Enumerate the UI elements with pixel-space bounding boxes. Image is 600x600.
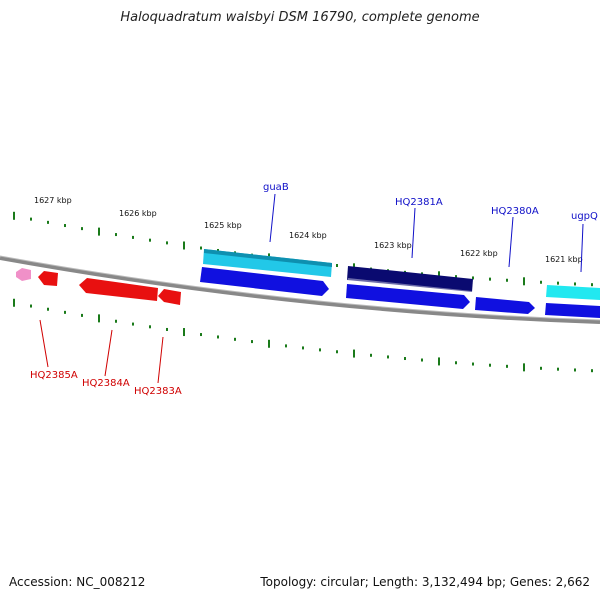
upper-ring-minor-tick xyxy=(557,281,559,285)
label-ugpQ[interactable]: ugpQ xyxy=(571,211,598,222)
kbp-label-1627: 1627 kbp xyxy=(34,196,72,205)
upper-ring-minor-tick xyxy=(455,275,457,279)
lower-ring-major-tick xyxy=(438,357,440,366)
lower-ring-minor-tick xyxy=(540,366,542,370)
lower-ring-minor-tick xyxy=(557,367,559,371)
upper-ring-minor-tick xyxy=(149,238,151,242)
lower-ring-major-tick xyxy=(523,363,525,372)
lower-ring-major-tick xyxy=(13,298,15,307)
leader-HQ2385A xyxy=(39,319,49,368)
leader-HQ2380A xyxy=(508,216,514,268)
upper-ring-minor-tick xyxy=(591,283,593,287)
genome-backbone xyxy=(0,256,600,324)
lower-ring-minor-tick xyxy=(234,337,236,341)
lower-ring-minor-tick xyxy=(285,344,287,348)
gene-ugpQ[interactable] xyxy=(546,285,600,300)
lower-ring-major-tick xyxy=(353,349,355,358)
cds-arrow-guaB[interactable] xyxy=(200,267,329,296)
upper-ring-minor-tick xyxy=(506,278,508,282)
lower-ring-minor-tick xyxy=(370,353,372,357)
lower-ring-minor-tick xyxy=(132,322,134,326)
cds-arrow-HQ2380A[interactable] xyxy=(475,297,535,314)
lower-ring-minor-tick xyxy=(489,363,491,367)
lower-ring-minor-tick xyxy=(574,368,576,372)
kbp-label-1623: 1623 kbp xyxy=(374,241,412,250)
upper-ring-minor-tick xyxy=(472,276,474,280)
upper-ring-major-tick xyxy=(13,211,15,220)
label-HQ2384A[interactable]: HQ2384A xyxy=(82,378,130,389)
lower-ring-minor-tick xyxy=(217,335,219,339)
upper-ring-minor-tick xyxy=(64,224,66,228)
lower-ring-minor-tick xyxy=(472,362,474,366)
kbp-label-1622: 1622 kbp xyxy=(460,249,498,258)
lower-ring-minor-tick xyxy=(387,355,389,359)
gene-HQ2381A[interactable] xyxy=(347,266,473,293)
lower-ring-minor-tick xyxy=(455,361,457,365)
lower-ring-minor-tick xyxy=(81,313,83,317)
lower-ring-minor-tick xyxy=(115,319,117,323)
upper-ring-major-tick xyxy=(523,277,525,286)
topology-text: Topology: circular; Length: 3,132,494 bp… xyxy=(260,575,590,589)
upper-ring-minor-tick xyxy=(47,220,49,224)
gene-HQ2383A[interactable] xyxy=(158,289,181,305)
lower-ring-minor-tick xyxy=(336,350,338,354)
lower-ring-minor-tick xyxy=(591,369,593,373)
lower-ring-minor-tick xyxy=(319,348,321,352)
upper-ring-major-tick xyxy=(183,241,185,250)
upper-ring-minor-tick xyxy=(115,233,117,237)
upper-ring-minor-tick xyxy=(166,241,168,245)
lower-ring-minor-tick xyxy=(302,346,304,350)
upper-ring-major-tick xyxy=(438,271,440,280)
accession-text: Accession: NC_008212 xyxy=(9,575,146,589)
label-HQ2381A[interactable]: HQ2381A xyxy=(395,197,443,208)
upper-ring-minor-tick xyxy=(132,235,134,239)
gene-HQ2385A[interactable] xyxy=(38,271,58,286)
lower-ring-minor-tick xyxy=(64,310,66,314)
label-HQ2380A[interactable]: HQ2380A xyxy=(491,206,539,217)
genome-backbone-highlight xyxy=(0,255,600,321)
lower-ring-minor-tick xyxy=(166,327,168,331)
lower-ring-minor-tick xyxy=(200,333,202,337)
leader-HQ2383A xyxy=(157,336,164,384)
label-guaB[interactable]: guaB xyxy=(263,182,289,193)
upper-ring-minor-tick xyxy=(30,217,32,221)
leader-HQ2384A xyxy=(104,329,113,377)
upper-ring-major-tick xyxy=(98,227,100,236)
upper-ring-minor-tick xyxy=(540,280,542,284)
gene-guaB[interactable] xyxy=(203,249,332,277)
upper-ring-minor-tick xyxy=(81,227,83,231)
lower-ring-minor-tick xyxy=(30,304,32,308)
lower-ring-minor-tick xyxy=(506,364,508,368)
kbp-label-1624: 1624 kbp xyxy=(289,231,327,240)
upper-ring-minor-tick xyxy=(489,277,491,281)
upper-ring-minor-tick xyxy=(574,282,576,286)
lower-tick-ring xyxy=(13,298,593,373)
lower-ring-minor-tick xyxy=(421,358,423,362)
lower-ring-minor-tick xyxy=(149,325,151,329)
kbp-label-1621: 1621 kbp xyxy=(545,255,583,264)
lower-ring-major-tick xyxy=(268,339,270,348)
leader-ugpQ xyxy=(580,223,584,273)
lower-ring-major-tick xyxy=(183,328,185,337)
lower-ring-minor-tick xyxy=(251,340,253,344)
lower-ring-major-tick xyxy=(98,314,100,323)
cds-arrow-ugpQ[interactable] xyxy=(545,303,600,318)
label-HQ2383A[interactable]: HQ2383A xyxy=(134,386,182,397)
gene-pink[interactable] xyxy=(16,268,31,281)
upper-ring-minor-tick xyxy=(336,263,338,267)
gene-HQ2384A[interactable] xyxy=(79,278,158,301)
leader-HQ2381A xyxy=(411,207,416,259)
lower-ring-minor-tick xyxy=(404,357,406,361)
kbp-label-1626: 1626 kbp xyxy=(119,209,157,218)
kbp-label-1625: 1625 kbp xyxy=(204,221,242,230)
leader-guaB xyxy=(269,193,276,243)
label-HQ2385A[interactable]: HQ2385A xyxy=(30,370,78,381)
upper-ring-minor-tick xyxy=(200,246,202,250)
upper-ring-minor-tick xyxy=(217,248,219,252)
lower-ring-minor-tick xyxy=(47,307,49,311)
cds-arrow-HQ2381A[interactable] xyxy=(346,284,470,309)
map-title: Haloquadratum walsbyi DSM 16790, complet… xyxy=(120,10,480,25)
